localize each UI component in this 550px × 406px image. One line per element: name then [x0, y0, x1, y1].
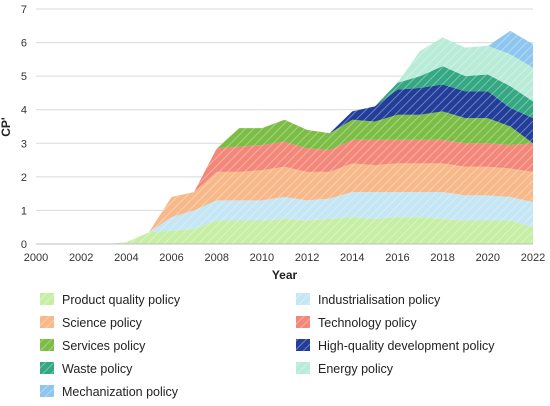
x-tick-labels: 2000 2002 2004 2006 2008 2010 2012 2014 2016 2018… — [24, 252, 545, 264]
y-axis-label: CPʹ — [0, 117, 13, 137]
legend-swatch-texture — [296, 293, 310, 305]
x-axis-label: Year — [272, 268, 298, 282]
legend-label: High-quality development policy — [318, 339, 495, 353]
legend-label: Energy policy — [318, 362, 394, 376]
area-texture-high-quality-development-policy — [36, 84, 533, 244]
x-tick-label: 2012 — [295, 252, 319, 264]
legend-item-waste-policy: Waste policy — [40, 362, 133, 376]
area-texture-industrialisation-policy — [36, 191, 533, 244]
area-texture-product-quality-policy — [36, 217, 533, 244]
x-tick-label: 2006 — [159, 252, 183, 264]
x-tick-label: 2000 — [24, 252, 48, 264]
legend-swatch-texture — [296, 316, 310, 328]
legend-label: Waste policy — [62, 362, 133, 376]
legend-swatch-texture — [40, 293, 54, 305]
legend-label: Product quality policy — [62, 293, 181, 307]
legend-item-science-policy: Science policy — [40, 316, 143, 330]
legend-item-technology-policy: Technology policy — [296, 316, 417, 330]
y-tick-label: 5 — [21, 71, 27, 83]
y-tick-label: 2 — [21, 172, 27, 184]
y-tick-label: 1 — [21, 205, 27, 217]
x-tick-label: 2002 — [69, 252, 93, 264]
area-texture-technology-policy — [36, 139, 533, 244]
x-tick-label: 2014 — [340, 252, 364, 264]
x-tick-label: 2010 — [250, 252, 274, 264]
legend: Product quality policy Industrialisation … — [40, 293, 495, 399]
y-tick-label: 4 — [21, 105, 27, 117]
y-tick-label: 3 — [21, 138, 27, 150]
legend-swatch-texture — [40, 316, 54, 328]
x-tick-label: 2020 — [476, 252, 500, 264]
legend-swatch-texture — [296, 362, 310, 374]
legend-item-industrialisation-policy: Industrialisation policy — [296, 293, 441, 307]
x-tick-label: 2008 — [204, 252, 228, 264]
y-tick-labels: 0 1 2 3 4 5 6 7 — [21, 4, 27, 251]
legend-swatch-texture — [40, 385, 54, 397]
y-tick-label: 0 — [21, 239, 27, 251]
legend-item-high-quality-development-policy: High-quality development policy — [296, 339, 495, 353]
legend-swatch-texture — [296, 339, 310, 351]
legend-item-energy-policy: Energy policy — [296, 362, 394, 376]
legend-swatch-texture — [40, 339, 54, 351]
area-texture-energy-policy — [36, 37, 533, 244]
x-tick-label: 2022 — [521, 252, 545, 264]
y-tick-label: 7 — [21, 4, 27, 16]
legend-swatch-texture — [40, 362, 54, 374]
x-tick-label: 2018 — [430, 252, 454, 264]
legend-item-mechanization-policy: Mechanization policy — [40, 385, 179, 399]
legend-label: Services policy — [62, 339, 146, 353]
area-series — [36, 30, 533, 244]
area-texture-waste-policy — [36, 66, 533, 244]
legend-item-product-quality-policy: Product quality policy — [40, 293, 181, 307]
area-texture-services-policy — [36, 111, 533, 244]
x-tick-label: 2004 — [114, 252, 138, 264]
legend-item-services-policy: Services policy — [40, 339, 146, 353]
y-tick-label: 6 — [21, 38, 27, 50]
legend-label: Technology policy — [318, 316, 417, 330]
legend-label: Industrialisation policy — [318, 293, 441, 307]
legend-label: Mechanization policy — [62, 385, 179, 399]
x-tick-label: 2016 — [385, 252, 409, 264]
legend-label: Science policy — [62, 316, 143, 330]
area-texture-science-policy — [36, 163, 533, 244]
